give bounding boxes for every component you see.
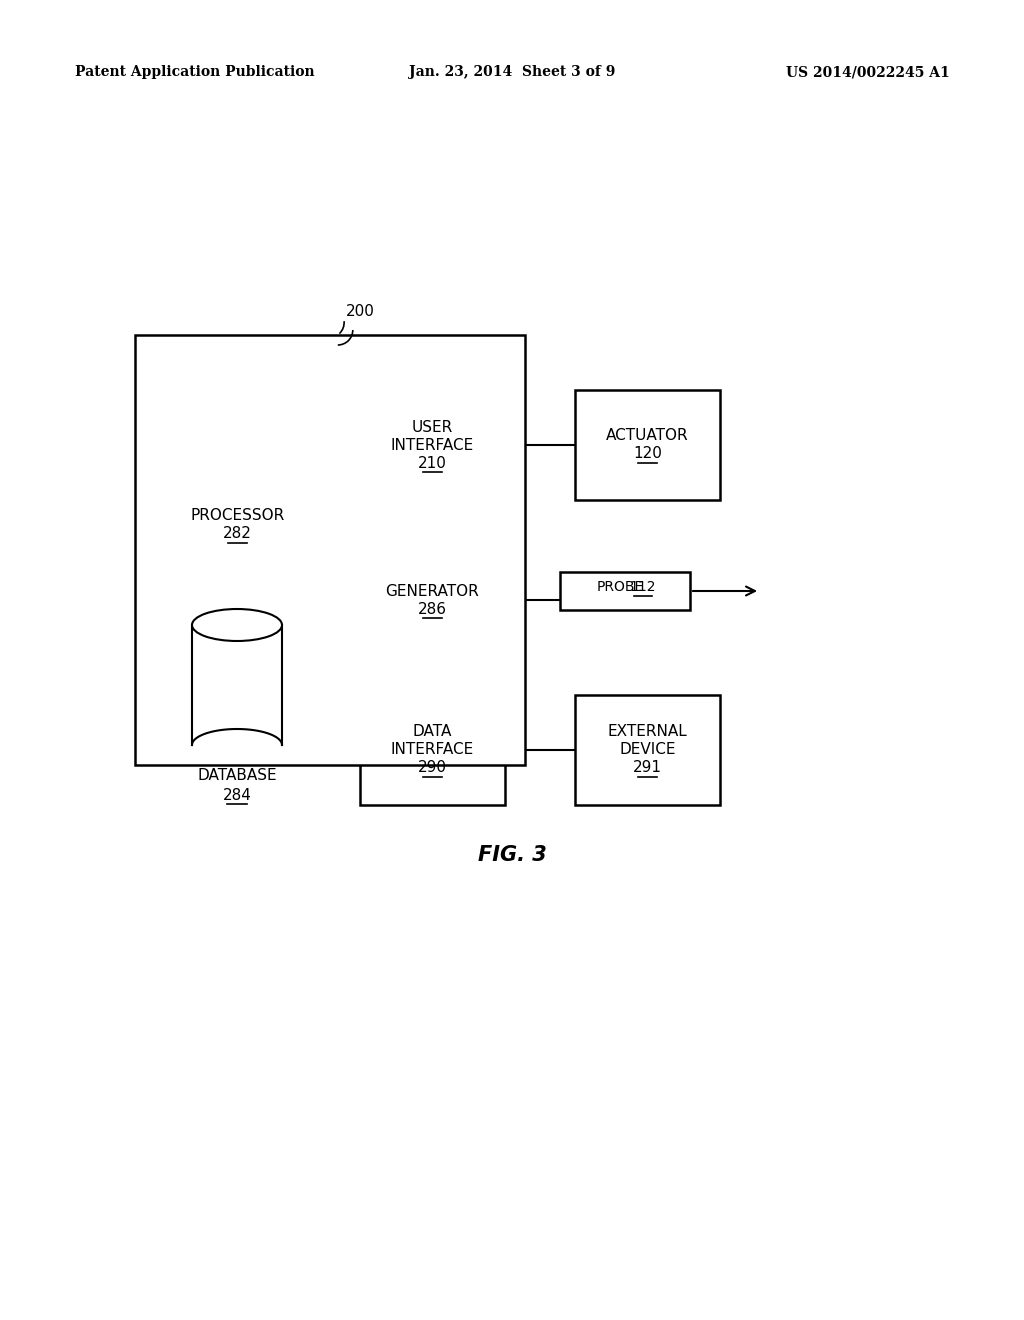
Text: DATABASE: DATABASE xyxy=(198,767,276,783)
Text: 200: 200 xyxy=(346,304,375,318)
Bar xyxy=(360,545,505,655)
Text: 120: 120 xyxy=(633,446,662,462)
Text: USER: USER xyxy=(412,420,454,434)
Text: 286: 286 xyxy=(418,602,447,616)
Text: FIG. 3: FIG. 3 xyxy=(477,845,547,865)
Bar xyxy=(560,572,690,610)
Text: 210: 210 xyxy=(418,455,446,470)
Text: INTERFACE: INTERFACE xyxy=(391,437,474,453)
Bar xyxy=(165,470,310,579)
Text: US 2014/0022245 A1: US 2014/0022245 A1 xyxy=(786,65,950,79)
Text: INTERFACE: INTERFACE xyxy=(391,742,474,758)
Text: Jan. 23, 2014  Sheet 3 of 9: Jan. 23, 2014 Sheet 3 of 9 xyxy=(409,65,615,79)
Text: 291: 291 xyxy=(633,760,662,776)
Bar xyxy=(575,389,720,500)
Text: 112: 112 xyxy=(630,579,656,594)
Text: GENERATOR: GENERATOR xyxy=(386,583,479,598)
Text: DEVICE: DEVICE xyxy=(620,742,676,758)
Text: EXTERNAL: EXTERNAL xyxy=(607,725,687,739)
Ellipse shape xyxy=(193,609,282,642)
Text: PROBE: PROBE xyxy=(596,579,644,594)
Text: 282: 282 xyxy=(223,527,252,541)
Text: 290: 290 xyxy=(418,760,447,776)
Text: 284: 284 xyxy=(222,788,252,803)
Text: PROCESSOR: PROCESSOR xyxy=(190,508,285,524)
Text: Patent Application Publication: Patent Application Publication xyxy=(75,65,314,79)
Bar xyxy=(360,389,505,500)
Bar xyxy=(360,696,505,805)
Bar xyxy=(575,696,720,805)
Bar xyxy=(135,335,525,766)
Text: DATA: DATA xyxy=(413,725,453,739)
Text: ACTUATOR: ACTUATOR xyxy=(606,429,689,444)
